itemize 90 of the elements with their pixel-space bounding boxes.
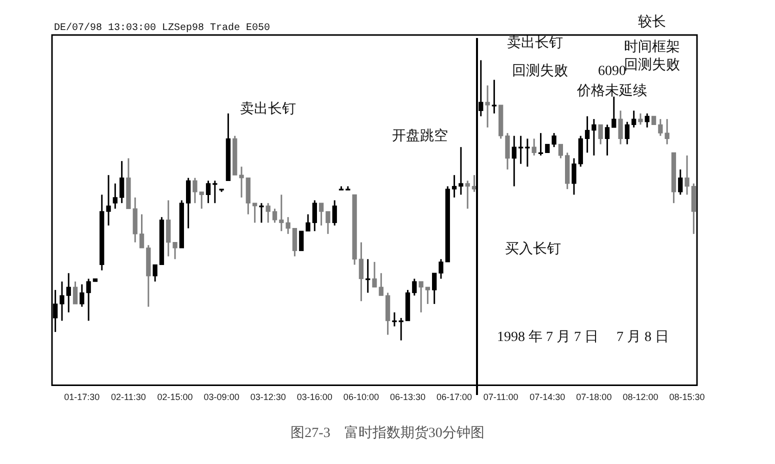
text: 卖出长钉 — [507, 35, 563, 53]
candlestick — [452, 174, 457, 198]
candlestick — [199, 191, 204, 210]
candlestick — [432, 272, 437, 305]
candlestick — [425, 286, 430, 305]
candlestick — [678, 168, 683, 196]
candlestick — [378, 272, 384, 296]
candlestick — [318, 202, 324, 226]
x-tick-label: 07-11:00 — [483, 392, 518, 402]
text: 较长 — [638, 14, 666, 32]
candlestick — [532, 138, 536, 156]
candlestick — [458, 146, 464, 196]
candlestick — [512, 135, 516, 188]
candlestick — [638, 112, 643, 126]
candlestick — [604, 124, 610, 156]
candlestick — [584, 115, 590, 154]
x-tick-label: 08-12:00 — [622, 392, 658, 402]
candlestick — [279, 194, 284, 232]
x-tick-label: 08-15:30 — [669, 392, 705, 402]
candlestick — [60, 280, 64, 322]
annotation: 买入长钉 — [505, 241, 561, 259]
annotation: 时间框架回测失败 — [624, 39, 681, 73]
candlestick — [418, 280, 424, 314]
x-tick-label: 02-11:30 — [111, 392, 146, 402]
candlestick — [465, 180, 470, 210]
candlestick — [172, 242, 178, 260]
candlestick — [286, 216, 290, 235]
candlestick — [152, 264, 158, 282]
candlestick — [552, 132, 556, 148]
annotation: 6090 — [598, 64, 626, 81]
candlestick — [66, 272, 71, 314]
candlestick — [392, 312, 397, 328]
annotation: 价格未延续 — [577, 83, 647, 101]
annotation: 卖出长钉 — [240, 101, 296, 119]
candlestick — [492, 79, 497, 114]
candlestick — [326, 210, 330, 235]
candlestick — [206, 180, 211, 204]
candlestick — [112, 182, 118, 210]
candlestick — [632, 110, 636, 128]
candlestick — [139, 214, 144, 249]
x-tick-label: 06-17:00 — [436, 392, 472, 402]
annotation: 1998 年 7 月 7 日 — [497, 329, 598, 347]
candlestick — [212, 180, 218, 204]
candlestick — [299, 230, 304, 252]
candlestick — [239, 166, 244, 198]
annotation: 回测失败 — [512, 63, 568, 81]
x-tick-label: 06-10:00 — [343, 392, 379, 402]
candlestick — [306, 214, 310, 232]
candlestick — [266, 202, 270, 224]
candlestick — [272, 208, 278, 224]
candlestick — [618, 110, 623, 146]
candlestick — [612, 96, 616, 128]
candlestick — [259, 202, 264, 224]
candlestick — [525, 138, 530, 168]
candlestick — [505, 132, 510, 170]
candlestick — [478, 59, 484, 117]
x-tick-label: 03-09:00 — [204, 392, 240, 402]
candlestick — [644, 112, 650, 128]
candlestick — [624, 121, 630, 146]
candlestick — [518, 135, 524, 165]
text: DE/07/98 13:03:00 LZSep98 Trade E050 — [54, 22, 270, 36]
candlestick — [166, 200, 171, 258]
candlestick — [292, 228, 298, 258]
candlestick — [106, 174, 111, 226]
candlestick — [372, 261, 377, 288]
annotation: 开盘跳空 — [392, 128, 448, 146]
candlestick — [72, 280, 78, 305]
candlestick — [186, 177, 191, 230]
x-tick-label: 01-17:30 — [64, 392, 100, 402]
text: 图27-3 富时指数期货30分钟图 — [290, 424, 486, 442]
x-tick-label: 02-15:00 — [157, 392, 193, 402]
candlestick — [119, 160, 124, 204]
annotation: 7 月 8 日 — [616, 329, 669, 347]
candlestick — [558, 144, 564, 160]
candlestick — [332, 200, 337, 226]
x-tick-label: 07-18:00 — [576, 392, 612, 402]
candlestick — [358, 242, 364, 302]
x-tick-label: 03-12:30 — [250, 392, 286, 402]
candlestick — [412, 278, 417, 296]
candlestick — [572, 158, 576, 196]
x-tick-label: 07-14:30 — [530, 392, 566, 402]
candlestick — [485, 84, 490, 128]
x-tick-label: 06-13:30 — [390, 392, 426, 402]
candlestick — [192, 177, 198, 204]
candlestick — [684, 154, 690, 196]
candlestick — [312, 200, 317, 232]
x-tick-label: 03-16:00 — [296, 392, 332, 402]
candlestick — [438, 258, 444, 280]
candlestick — [592, 118, 596, 156]
candlestick — [598, 124, 603, 146]
